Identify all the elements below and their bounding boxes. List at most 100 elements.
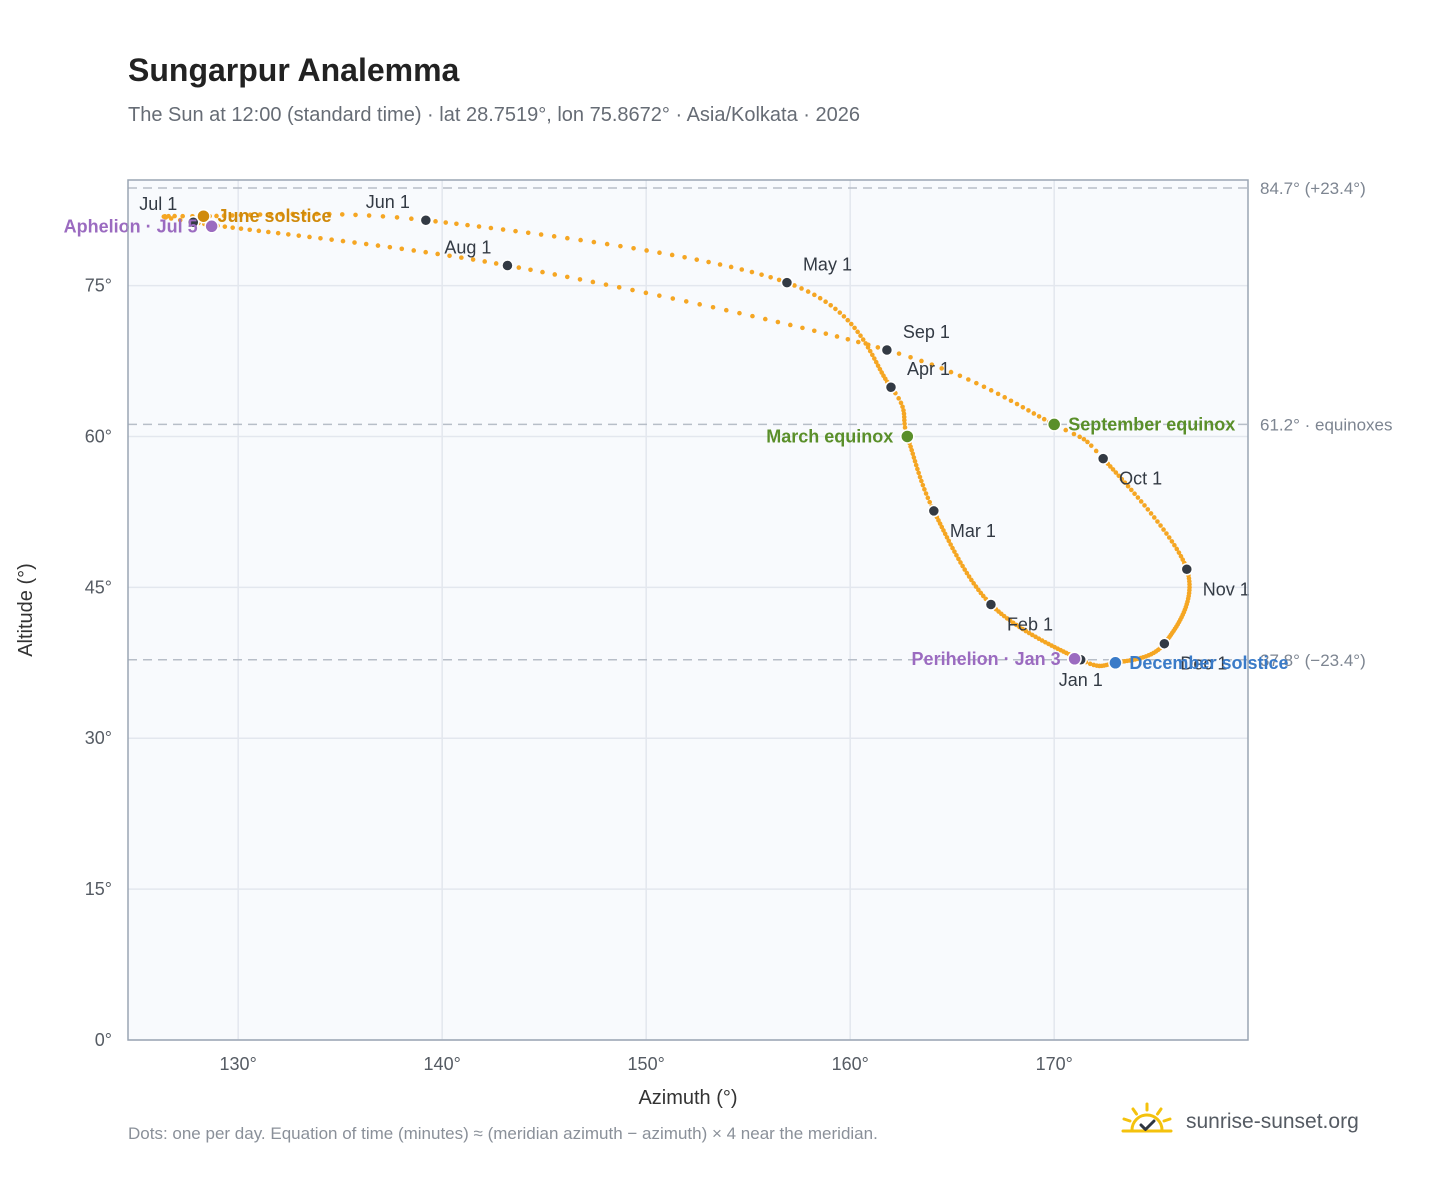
daily-dot	[971, 581, 976, 586]
month-marker	[984, 598, 998, 611]
sunrise-logo-icon	[1120, 1102, 1174, 1141]
daily-dot	[476, 224, 482, 229]
event-label: Perihelion · Jan 3	[912, 649, 1061, 669]
y-tick-label: 45°	[85, 577, 112, 597]
daily-dot	[800, 325, 805, 331]
daily-dot	[1135, 495, 1141, 500]
daily-dot	[657, 293, 662, 298]
x-axis-label: Azimuth (°)	[638, 1087, 737, 1109]
daily-dot	[837, 310, 843, 315]
daily-dot	[919, 358, 924, 364]
daily-dot	[776, 277, 782, 283]
month-label: Oct 1	[1119, 469, 1162, 489]
daily-dot	[948, 369, 954, 375]
daily-dot	[873, 359, 879, 365]
daily-dot	[710, 304, 716, 310]
daily-dot	[443, 220, 449, 225]
x-tick-label: 160°	[832, 1054, 869, 1074]
daily-dot	[845, 336, 851, 342]
daily-dot	[872, 356, 877, 361]
daily-dot	[1158, 523, 1163, 528]
daily-dot	[841, 314, 847, 319]
daily-dot	[551, 234, 557, 239]
daily-dot	[327, 211, 332, 217]
chart-subtitle: The Sun at 12:00 (standard time) · lat 2…	[128, 104, 861, 126]
daily-dot	[603, 282, 609, 287]
daily-dot	[670, 296, 676, 301]
daily-dot	[1063, 427, 1069, 433]
daily-dot	[917, 474, 923, 480]
daily-dot	[920, 482, 926, 488]
event-marker	[1046, 417, 1062, 432]
daily-dot	[1122, 480, 1128, 485]
daily-dot	[423, 249, 428, 255]
daily-dot	[1085, 439, 1090, 445]
y-tick-label: 0°	[95, 1030, 112, 1050]
daily-dot	[925, 495, 931, 501]
month-markers: Jan 1 Feb 1 Mar 1 Apr 1 May 1 Jun 1 Jul 1 Aug 1…	[139, 192, 1250, 690]
event-marker	[900, 429, 915, 444]
month-label: Dec 1	[1180, 654, 1227, 674]
daily-dot	[1172, 542, 1177, 548]
daily-dot	[916, 470, 921, 476]
daily-dot	[845, 317, 851, 323]
plot-frame	[127, 179, 1249, 1041]
daily-dot	[737, 310, 742, 316]
daily-dot	[565, 235, 570, 241]
daily-dot	[969, 577, 974, 583]
daily-dot	[828, 302, 833, 308]
axis-ticks: 130° 140° 150° 160° 170° 0° 15° 30° 45° 60° 75°	[85, 276, 1073, 1074]
daily-dot	[1155, 519, 1160, 524]
daily-dot	[172, 213, 177, 219]
daily-dot	[958, 560, 963, 565]
daily-dot	[552, 272, 558, 277]
daily-dot	[988, 388, 994, 393]
event-marker	[1067, 651, 1082, 667]
daily-dot	[1113, 470, 1119, 475]
daily-dot	[482, 259, 488, 264]
month-marker	[927, 504, 941, 518]
daily-dot	[1176, 550, 1182, 555]
daily-dot	[1166, 535, 1172, 540]
daily-dot	[1014, 401, 1020, 407]
reference-line-label: 61.2° · equinoxes	[1260, 415, 1393, 434]
daily-dot	[929, 362, 935, 367]
daily-dot	[1002, 395, 1007, 400]
month-marker	[1096, 452, 1110, 465]
daily-dot	[728, 264, 734, 270]
daily-dot	[163, 215, 169, 220]
daily-dot	[657, 250, 662, 256]
daily-dot	[952, 549, 957, 554]
daily-dot	[268, 211, 273, 217]
month-marker	[880, 343, 894, 357]
daily-dot	[775, 319, 781, 325]
daily-dot	[948, 542, 953, 547]
daily-dot	[616, 285, 622, 290]
month-label: Jul 1	[139, 194, 177, 214]
daily-dot	[788, 322, 793, 328]
y-tick-label: 30°	[85, 728, 112, 748]
daily-dot	[944, 535, 950, 540]
daily-dot	[923, 491, 929, 496]
daily-dot	[960, 563, 965, 569]
month-marker	[419, 213, 433, 227]
daily-dot	[340, 238, 346, 244]
daily-dot	[913, 462, 919, 468]
daily-dot	[290, 211, 296, 217]
daily-dot	[902, 417, 907, 423]
daily-dot	[762, 316, 768, 322]
footnote: Dots: one per day. Equation of time (min…	[128, 1124, 878, 1143]
daily-dot	[956, 556, 961, 562]
daily-dot	[911, 455, 917, 460]
daily-dot	[528, 267, 533, 273]
brand[interactable]: sunrise-sunset.org	[1120, 1102, 1359, 1141]
daily-dot	[875, 345, 881, 350]
daily-dot	[590, 279, 596, 285]
daily-dot	[1108, 464, 1113, 469]
daily-dot	[1041, 416, 1047, 422]
daily-dot	[465, 222, 470, 228]
daily-dot	[1020, 404, 1026, 410]
daily-dot	[1161, 527, 1166, 532]
brand-name[interactable]: sunrise-sunset.org	[1186, 1109, 1359, 1133]
daily-dot	[875, 363, 881, 369]
